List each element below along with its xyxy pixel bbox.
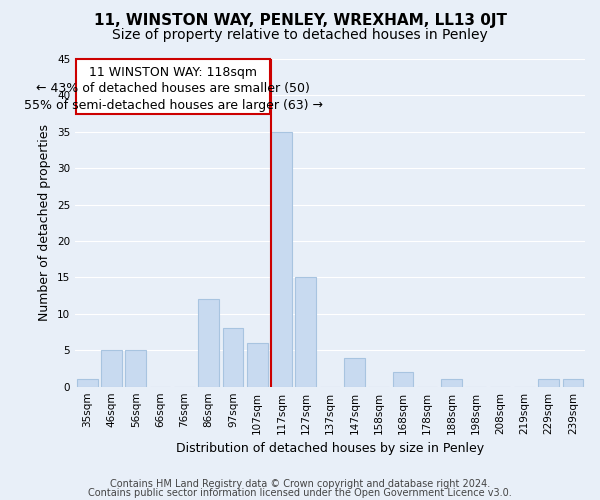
Text: ← 43% of detached houses are smaller (50): ← 43% of detached houses are smaller (50… [36,82,310,96]
Bar [77,380,98,386]
Text: Size of property relative to detached houses in Penley: Size of property relative to detached ho… [112,28,488,42]
Bar [101,350,122,386]
Bar [271,132,292,386]
Bar [441,380,462,386]
Bar [125,350,146,386]
Text: 11 WINSTON WAY: 118sqm: 11 WINSTON WAY: 118sqm [89,66,257,80]
Text: 11, WINSTON WAY, PENLEY, WREXHAM, LL13 0JT: 11, WINSTON WAY, PENLEY, WREXHAM, LL13 0… [94,12,506,28]
Text: 55% of semi-detached houses are larger (63) →: 55% of semi-detached houses are larger (… [23,99,323,112]
Y-axis label: Number of detached properties: Number of detached properties [38,124,52,322]
FancyBboxPatch shape [76,59,270,114]
Bar [344,358,365,386]
Bar [538,380,559,386]
Bar [223,328,243,386]
Bar [247,343,268,386]
Bar [295,278,316,386]
Text: Contains HM Land Registry data © Crown copyright and database right 2024.: Contains HM Land Registry data © Crown c… [110,479,490,489]
Bar [199,300,219,386]
Bar [392,372,413,386]
Bar [563,380,583,386]
Text: Contains public sector information licensed under the Open Government Licence v3: Contains public sector information licen… [88,488,512,498]
X-axis label: Distribution of detached houses by size in Penley: Distribution of detached houses by size … [176,442,484,455]
